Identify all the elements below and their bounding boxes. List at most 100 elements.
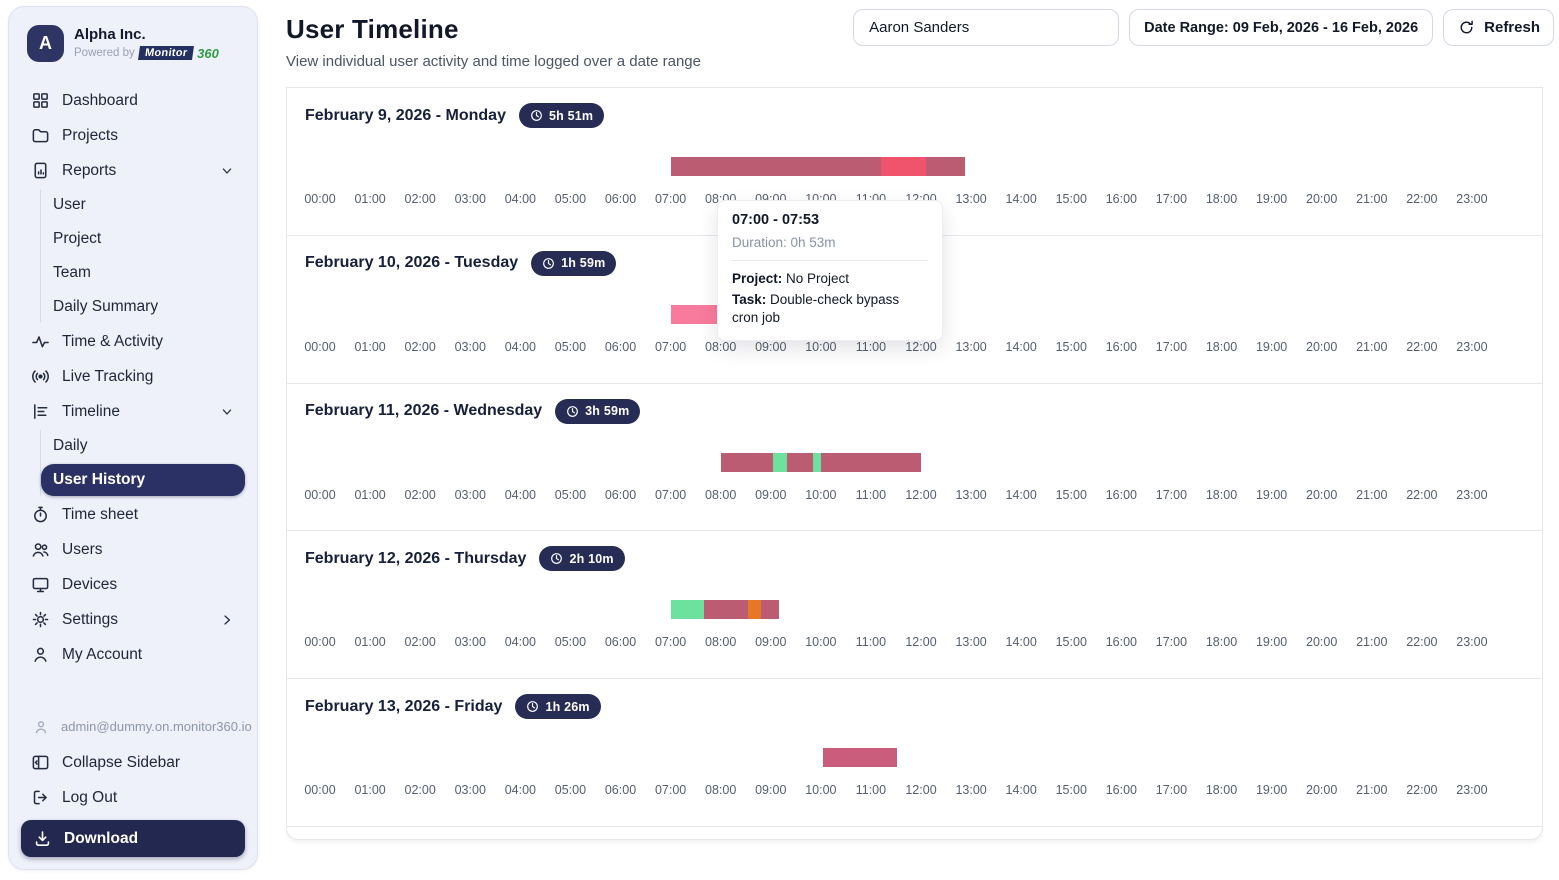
hour-label: 03:00 — [454, 192, 486, 206]
logout-button[interactable]: Log Out — [21, 781, 245, 814]
day-card-header: February 11, 2026 - Wednesday 3h 59m — [287, 384, 1542, 424]
activity-segment[interactable] — [880, 157, 926, 176]
activity-segment[interactable] — [820, 452, 921, 472]
hour-label: 03:00 — [454, 783, 486, 798]
chevron-down-icon[interactable] — [219, 163, 235, 179]
hour-label: 11:00 — [855, 635, 887, 650]
hour-label: 19:00 — [1255, 192, 1288, 206]
activity-segment[interactable] — [748, 600, 761, 620]
sidebar-item-daily-summary[interactable]: Daily Summary — [41, 291, 245, 323]
timeline-track[interactable] — [320, 600, 1522, 620]
settings-icon — [31, 610, 50, 629]
hour-label: 15:00 — [1055, 192, 1087, 206]
sidebar-item-timeline[interactable]: Timeline — [21, 395, 245, 428]
sidebar-item-project[interactable]: Project — [41, 223, 245, 255]
hour-label: 07:00 — [654, 635, 687, 650]
activity-segment[interactable] — [787, 452, 814, 472]
activity-segment[interactable] — [926, 157, 965, 176]
download-label: Download — [64, 829, 139, 847]
hour-label: 02:00 — [404, 635, 436, 650]
hour-label: 04:00 — [504, 635, 536, 650]
hour-label: 14:00 — [1005, 635, 1037, 650]
sidebar-item-time-activity[interactable]: Time & Activity — [21, 325, 245, 358]
hour-label: 08:00 — [705, 487, 737, 502]
sidebar-item-dashboard[interactable]: Dashboard — [21, 84, 245, 117]
timeline-track[interactable] — [320, 157, 1522, 176]
hour-label: 13:00 — [955, 192, 987, 206]
hour-label: 23:00 — [1456, 339, 1488, 354]
sidebar-item-settings[interactable]: Settings — [21, 603, 245, 636]
activity-segment[interactable] — [670, 600, 705, 620]
hour-label: 23:00 — [1456, 192, 1488, 206]
hour-label: 01:00 — [354, 192, 386, 206]
hour-label: 20:00 — [1306, 783, 1338, 798]
activity-segment[interactable] — [823, 748, 897, 768]
hour-label: 09:00 — [755, 339, 787, 354]
user-select-input[interactable]: Aaron Sanders — [853, 9, 1120, 46]
hour-label: 10:00 — [805, 783, 837, 798]
activity-segment[interactable] — [704, 600, 749, 620]
hour-label: 23:00 — [1456, 783, 1488, 798]
hour-label: 00:00 — [304, 487, 336, 502]
activity-segment[interactable] — [760, 600, 780, 620]
sidebar-item-users[interactable]: Users — [21, 533, 245, 566]
clock-icon — [530, 109, 543, 122]
activity-segment[interactable] — [773, 452, 788, 472]
timeline-track[interactable] — [320, 452, 1522, 472]
sidebar-item-my-account[interactable]: My Account — [21, 638, 245, 671]
activity-segment[interactable] — [813, 452, 821, 472]
sidebar-item-daily[interactable]: Daily — [41, 430, 245, 462]
page-header: User Timeline View individual user activ… — [286, 14, 1543, 70]
hour-label: 22:00 — [1406, 192, 1438, 206]
collapse-sidebar-button[interactable]: Collapse Sidebar — [21, 746, 245, 779]
sidebar-item-label: Time & Activity — [62, 332, 164, 350]
activity-segment[interactable] — [670, 157, 881, 176]
hour-label: 05:00 — [554, 192, 587, 206]
hour-label: 01:00 — [354, 635, 386, 650]
hour-label: 16:00 — [1105, 192, 1137, 206]
hour-label: 05:00 — [554, 635, 587, 650]
hour-label: 08:00 — [705, 635, 737, 650]
hour-label: 14:00 — [1005, 487, 1037, 502]
chevron-right-icon[interactable] — [219, 612, 235, 628]
download-button[interactable]: Download — [21, 820, 245, 857]
hour-label: 04:00 — [504, 192, 536, 206]
sidebar-item-reports[interactable]: Reports — [21, 154, 245, 187]
hour-label: 22:00 — [1406, 635, 1438, 650]
hour-label: 10:00 — [805, 339, 837, 354]
activity-segment[interactable] — [670, 304, 721, 324]
person-icon — [31, 717, 50, 736]
refresh-button[interactable]: Refresh — [1443, 9, 1554, 46]
hour-label: 12:00 — [905, 487, 937, 502]
activity-segment[interactable] — [720, 452, 774, 472]
chevron-down-icon[interactable] — [219, 404, 235, 420]
hour-label: 09:00 — [755, 487, 787, 502]
brand-360-logo: 360 — [197, 45, 219, 61]
hour-label: 00:00 — [304, 635, 336, 650]
sidebar-item-user-history[interactable]: User History — [41, 464, 245, 496]
date-range-button[interactable]: Date Range: 09 Feb, 2026 - 16 Feb, 2026 — [1129, 9, 1434, 46]
hour-label: 04:00 — [504, 339, 536, 354]
day-card-header: February 13, 2026 - Friday 1h 26m — [287, 679, 1542, 720]
sidebar-item-user[interactable]: User — [41, 189, 245, 221]
live-tracking-icon — [31, 367, 50, 386]
hour-label: 02:00 — [404, 192, 436, 206]
timeline-track[interactable] — [320, 748, 1522, 768]
hour-label: 17:00 — [1155, 783, 1188, 798]
hour-label: 14:00 — [1005, 339, 1037, 354]
duration-badge: 5h 51m — [518, 103, 605, 128]
sidebar-item-label: User — [53, 196, 86, 213]
hour-label: 07:00 — [654, 487, 687, 502]
sidebar-item-team[interactable]: Team — [41, 257, 245, 289]
sidebar-item-projects[interactable]: Projects — [21, 119, 245, 152]
hour-label: 17:00 — [1155, 192, 1188, 206]
hour-label: 15:00 — [1055, 783, 1087, 798]
day-date: February 11, 2026 - Wednesday — [305, 402, 543, 420]
sidebar-item-time-sheet[interactable]: Time sheet — [21, 498, 245, 531]
clock-icon — [526, 700, 539, 713]
sidebar-item-live-tracking[interactable]: Live Tracking — [21, 360, 245, 393]
sidebar-item-devices[interactable]: Devices — [21, 568, 245, 601]
clock-icon — [566, 405, 579, 418]
hour-label: 10:00 — [805, 487, 837, 502]
hour-label: 15:00 — [1055, 635, 1087, 650]
